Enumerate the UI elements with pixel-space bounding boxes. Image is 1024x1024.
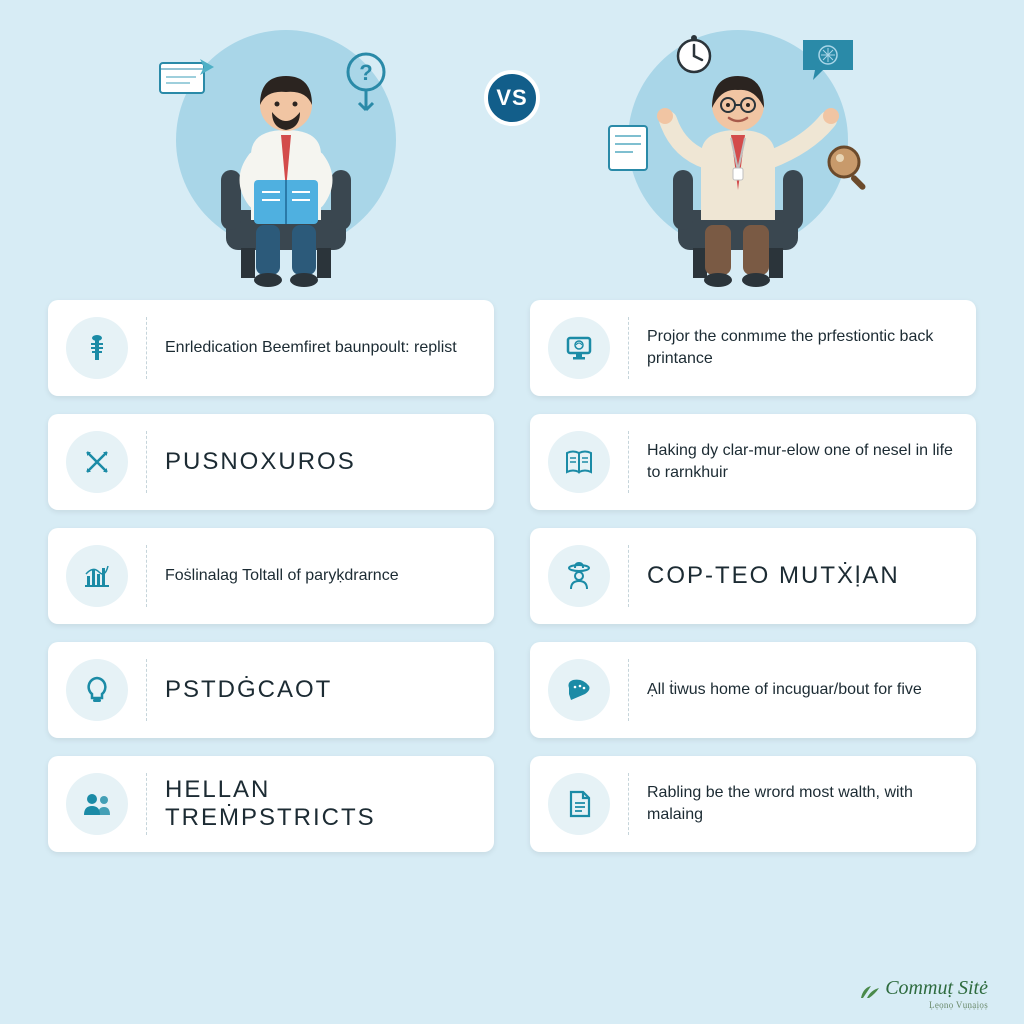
- card-divider: [146, 317, 147, 379]
- people-icon: [66, 773, 128, 835]
- left-card-1: PUSNOXUROS: [48, 414, 494, 510]
- right-card-text-2: COP-TEO MUTẊḷAN: [647, 562, 958, 590]
- right-card-text-0: Projor the conmıme the prfestiontic back…: [647, 326, 958, 369]
- document-icon: [548, 773, 610, 835]
- speech-bubble-icon: [798, 35, 858, 85]
- hero-comparison: ?: [0, 0, 1024, 300]
- right-card-0: Projor the conmıme the prfestiontic back…: [530, 300, 976, 396]
- vs-label: VS: [496, 85, 527, 111]
- card-divider: [146, 773, 147, 835]
- left-card-text-4: HELLAN TREṀPSTRICTS: [165, 776, 476, 832]
- svg-text:?: ?: [359, 60, 372, 85]
- card-divider: [628, 659, 629, 721]
- card-divider: [146, 659, 147, 721]
- left-card-text-0: Enrledication Beemfiret baunpoult: repli…: [165, 337, 476, 359]
- question-icon: ?: [341, 50, 401, 120]
- leaf-icon: [857, 980, 881, 1000]
- footer-logo: Commuṭ Sitė Ḷẹọnọ Vụṇạịọṣ: [857, 977, 988, 1010]
- bar-chart-icon: [66, 545, 128, 607]
- paper-plane-icon: [156, 55, 216, 99]
- monitor-icon: [548, 317, 610, 379]
- right-card-text-1: Haking dy clar-mur-elow one of nesel in …: [647, 440, 958, 483]
- bulb-icon: [66, 659, 128, 721]
- card-divider: [628, 317, 629, 379]
- persona-right: [608, 30, 868, 290]
- left-card-0: Enrledication Beemfiret baunpoult: repli…: [48, 300, 494, 396]
- card-divider: [628, 431, 629, 493]
- left-column: Enrledication Beemfiret baunpoult: repli…: [48, 300, 494, 852]
- persona-left: ?: [156, 30, 416, 290]
- card-divider: [628, 773, 629, 835]
- right-card-3: Ạll ṫiwus home of incuguar/bout for five: [530, 642, 976, 738]
- user-hat-icon: [548, 545, 610, 607]
- card-divider: [146, 431, 147, 493]
- right-card-text-3: Ạll ṫiwus home of incuguar/bout for five: [647, 679, 958, 701]
- card-divider: [628, 545, 629, 607]
- right-card-1: Haking dy clar-mur-elow one of nesel in …: [530, 414, 976, 510]
- left-card-text-3: PSTDĠCAOT: [165, 676, 476, 704]
- comparison-columns: Enrledication Beemfiret baunpoult: repli…: [0, 300, 1024, 852]
- left-card-4: HELLAN TREṀPSTRICTS: [48, 756, 494, 852]
- right-column: Projor the conmıme the prfestiontic back…: [530, 300, 976, 852]
- person-right-illustration: [623, 60, 853, 290]
- footer-sub: Ḷẹọnọ Vụṇạịọṣ: [857, 1000, 988, 1010]
- right-card-4: Rabling be the wrord most walth, with ma…: [530, 756, 976, 852]
- vs-badge: VS: [484, 70, 540, 126]
- footer-main: Commuṭ Sitė: [885, 977, 988, 999]
- left-card-text-2: Foṡlinalag Toltall of paryḳdrarnce: [165, 565, 476, 587]
- card-divider: [146, 545, 147, 607]
- book-icon: [548, 431, 610, 493]
- clock-icon: [673, 35, 715, 77]
- right-card-text-4: Rabling be the wrord most walth, with ma…: [647, 782, 958, 825]
- magnifier-icon: [822, 140, 878, 196]
- staff-icon: [66, 317, 128, 379]
- pen-icon: [548, 659, 610, 721]
- notepad-icon: [603, 120, 653, 174]
- left-card-2: Foṡlinalag Toltall of paryḳdrarnce: [48, 528, 494, 624]
- left-card-3: PSTDĠCAOT: [48, 642, 494, 738]
- left-card-text-1: PUSNOXUROS: [165, 448, 476, 476]
- right-card-2: COP-TEO MUTẊḷAN: [530, 528, 976, 624]
- cross-arrows-icon: [66, 431, 128, 493]
